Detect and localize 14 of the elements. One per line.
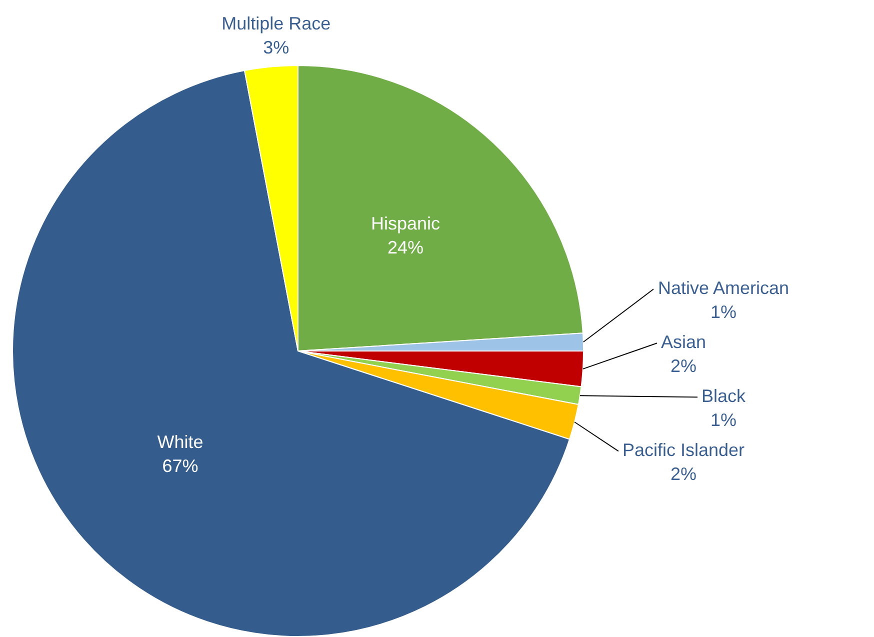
data-label: 67%: [162, 456, 198, 476]
slice-label: Asian: [660, 332, 706, 352]
data-label: 1%: [710, 410, 737, 430]
slice-label: Black: [701, 386, 747, 406]
data-label: 3%: [263, 38, 290, 58]
slice-label: Multiple Race: [222, 14, 331, 34]
slice-label: White: [157, 432, 204, 452]
slice-label: Pacific Islander: [622, 440, 745, 460]
data-label: 2%: [670, 356, 697, 376]
data-label: 1%: [710, 302, 737, 322]
data-label: 2%: [670, 464, 697, 484]
slice-label: Native American: [658, 278, 790, 298]
data-label: 24%: [387, 238, 424, 258]
slice-label: Hispanic: [370, 214, 440, 234]
